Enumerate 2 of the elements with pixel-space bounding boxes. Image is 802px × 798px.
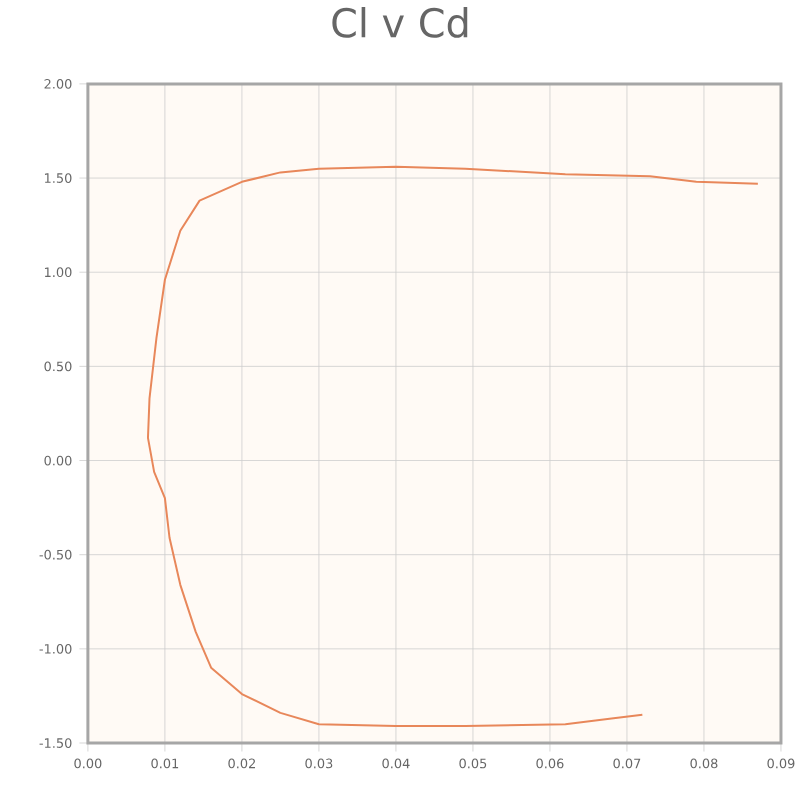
chart-title: Cl v Cd [332,6,468,38]
line-series [146,165,759,727]
